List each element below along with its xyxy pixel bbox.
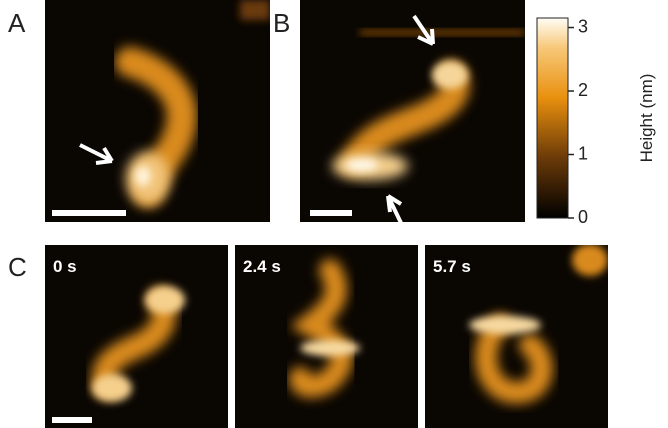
tick-label: 1 <box>578 143 588 163</box>
time-label: 5.7 s <box>433 257 471 276</box>
time-label: 2.4 s <box>243 257 281 276</box>
colorbar-ticks: 0 1 2 3 <box>568 16 588 226</box>
tick-label: 2 <box>578 80 588 100</box>
panel-label: C <box>8 252 27 282</box>
panel-label: A <box>8 8 26 38</box>
figure: A B 0 1 2 3 Height (nm) C 0 s 2.4 s 5.7 s <box>0 0 668 428</box>
colorbar <box>537 18 568 218</box>
time-label: 0 s <box>53 257 77 276</box>
image-a <box>45 0 270 222</box>
image-b <box>300 0 525 222</box>
panel-label: B <box>273 8 290 38</box>
colorbar-title: Height (nm) <box>637 74 656 163</box>
tick-label: 3 <box>578 16 588 36</box>
tick-label: 0 <box>578 207 588 227</box>
